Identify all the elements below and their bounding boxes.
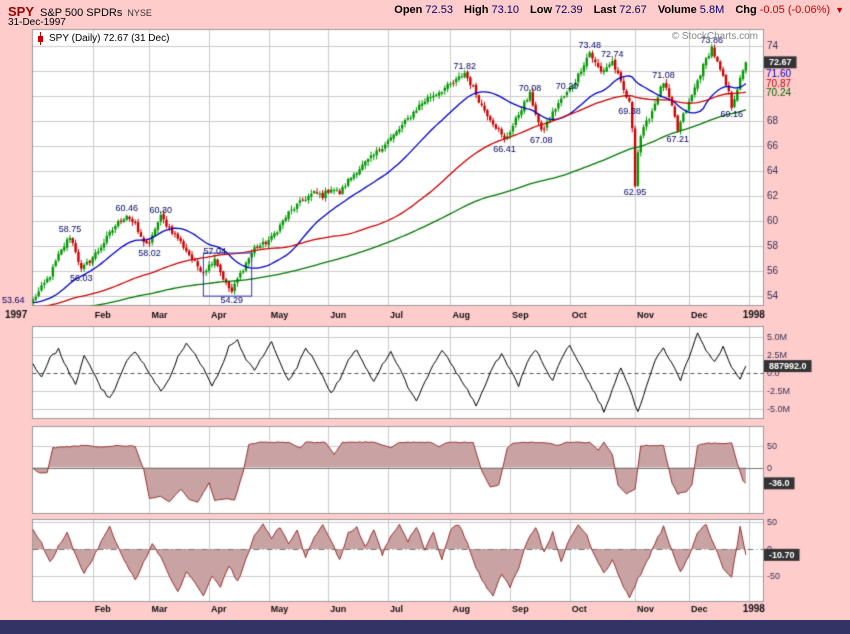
ticker-name: S&P 500 SPDRs <box>40 7 123 19</box>
stat-high-label: High <box>464 4 489 16</box>
stat-chg-label: Chg <box>735 4 757 16</box>
chart-legend: SPY (Daily) 72.67 (31 Dec) <box>36 32 169 45</box>
stat-low-label: Low <box>530 4 553 16</box>
chart-date: 31-Dec-1997 <box>8 17 66 28</box>
chart-header: SPY S&P 500 SPDRs NYSE Open 72.53 High 73.10… <box>0 0 850 28</box>
ohlc-stats: Open 72.53 High 73.10 Low 72.39 Last 72.67 V… <box>386 4 844 16</box>
footer-bar <box>0 620 850 634</box>
stat-volume-value: 5.8M <box>699 4 725 16</box>
stat-chg: Chg -0.05 (-0.06%) <box>735 4 830 16</box>
stat-last-label: Last <box>593 4 617 16</box>
legend-text: SPY (Daily) 72.67 (31 Dec) <box>49 33 170 44</box>
exchange-label: NYSE <box>127 8 152 18</box>
ticker-row: SPY S&P 500 SPDRs NYSE <box>8 3 152 21</box>
stat-volume: Volume 5.8M <box>658 4 724 16</box>
copyright-label: © StockCharts.com <box>671 31 758 42</box>
stat-open: Open 72.53 <box>394 4 453 16</box>
stat-last: Last 72.67 <box>594 4 647 16</box>
stat-chg-value: -0.05 (-0.06%) <box>759 4 831 16</box>
candlestick-icon <box>38 32 43 45</box>
stat-high-value: 73.10 <box>491 4 519 16</box>
stat-high: High 73.10 <box>464 4 519 16</box>
change-down-icon: ▼ <box>835 5 844 15</box>
stat-open-value: 72.53 <box>425 4 453 16</box>
stat-low-value: 72.39 <box>555 4 583 16</box>
stat-last-value: 72.67 <box>619 4 647 16</box>
stat-volume-label: Volume <box>657 4 697 16</box>
ticker-symbol: SPY <box>8 4 35 19</box>
stat-low: Low 72.39 <box>530 4 583 16</box>
stat-open-label: Open <box>394 4 423 16</box>
